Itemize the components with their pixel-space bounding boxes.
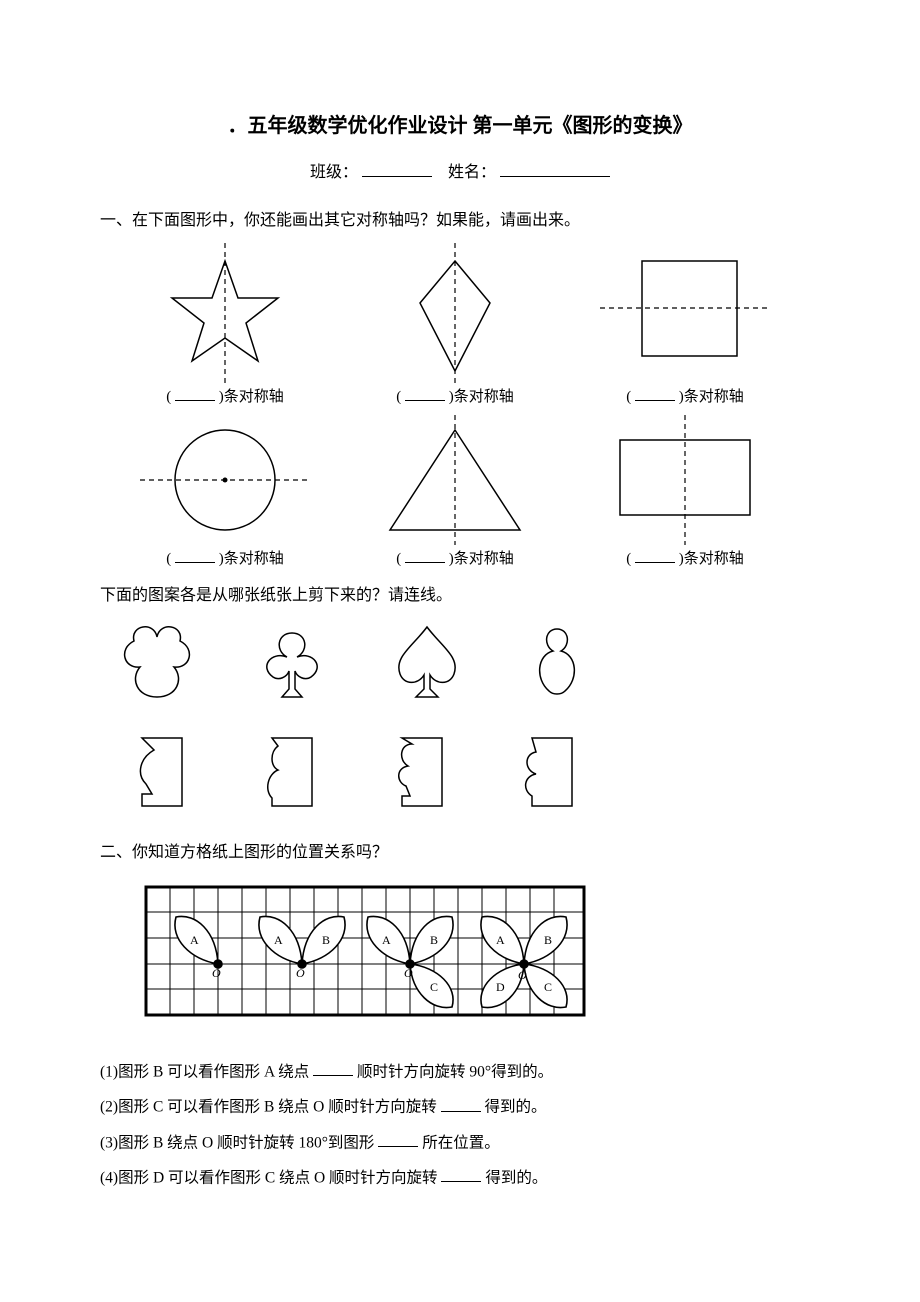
q4-blank[interactable] [441, 1166, 481, 1183]
q4: (4)图形 D 可以看作图形 C 绕点 O 顺时针方向旋转 得到的。 [100, 1166, 820, 1191]
name-label: 姓名： [448, 164, 496, 181]
label-O1: O [212, 966, 221, 980]
gourd-shape [517, 619, 597, 704]
star-caption-close: )条对称轴 [219, 389, 284, 405]
q1: (1)图形 B 可以看作图形 A 绕点 顺时针方向旋转 90°得到的。 [100, 1060, 820, 1085]
q1-b: 顺时针方向旋转 90°得到的。 [357, 1063, 553, 1080]
q3-b: 所在位置。 [422, 1134, 500, 1151]
rect-caption-close: )条对称轴 [679, 551, 744, 567]
triangle-caption-close: )条对称轴 [449, 551, 514, 567]
circle-blank[interactable] [175, 547, 215, 563]
half-clover [520, 732, 590, 812]
triangle-caption-open: ( [396, 551, 401, 567]
square-caption-open: ( [626, 389, 631, 405]
club-shape [247, 619, 337, 704]
label-A4: A [496, 933, 505, 947]
cut-shapes-top [112, 619, 820, 704]
label-A1: A [190, 933, 199, 947]
q4-a: (4)图形 D 可以看作图形 C 绕点 O 顺时针方向旋转 [100, 1169, 438, 1186]
square-caption-close: )条对称轴 [679, 389, 744, 405]
half-spade [130, 732, 200, 812]
grid-figure: A O A B O A B C O [140, 881, 820, 1050]
q2-blank[interactable] [441, 1095, 481, 1112]
label-B2: B [322, 933, 330, 947]
label-D4: D [496, 980, 505, 994]
q3-a: (3)图形 B 绕点 O 顺时针旋转 180°到图形 [100, 1134, 374, 1151]
half-gourd [260, 732, 330, 812]
label-C4: C [544, 980, 552, 994]
header-line: 班级： 姓名： [100, 160, 820, 186]
q2: (2)图形 C 可以看作图形 B 绕点 O 顺时针方向旋转 得到的。 [100, 1095, 820, 1120]
label-O3: O [404, 966, 413, 980]
q2-b: 得到的。 [484, 1099, 546, 1116]
shape-rectangle: ( )条对称轴 [600, 415, 770, 571]
half-club [390, 732, 460, 812]
q1-blank[interactable] [313, 1060, 353, 1077]
label-A3: A [382, 933, 391, 947]
star-caption-open: ( [166, 389, 171, 405]
section1-heading: 一、在下面图形中，你还能画出其它对称轴吗？如果能，请画出来。 [100, 208, 820, 234]
label-B3: B [430, 933, 438, 947]
shape-square: ( )条对称轴 [600, 243, 770, 409]
shape-rhombus: ( )条对称轴 [370, 243, 540, 409]
shape-triangle: ( )条对称轴 [370, 415, 540, 571]
q2-a: (2)图形 C 可以看作图形 B 绕点 O 顺时针方向旋转 [100, 1099, 437, 1116]
rhombus-caption-close: )条对称轴 [449, 389, 514, 405]
label-O4: O [518, 968, 527, 982]
page-title: ．五年级数学优化作业设计 第一单元《图形的变换》 [100, 110, 820, 142]
name-blank[interactable] [500, 160, 610, 177]
connect-heading: 下面的图案各是从哪张纸张上剪下来的？请连线。 [100, 583, 820, 609]
rect-caption-open: ( [626, 551, 631, 567]
shape-circle: ( )条对称轴 [140, 415, 310, 571]
shapes-row-2: ( )条对称轴 ( )条对称轴 ( [140, 415, 820, 571]
label-C3: C [430, 980, 438, 994]
square-blank[interactable] [635, 385, 675, 401]
q3-blank[interactable] [378, 1131, 418, 1148]
q4-b: 得到的。 [485, 1169, 547, 1186]
class-blank[interactable] [362, 160, 432, 177]
shapes-row-1: ( )条对称轴 ( )条对称轴 ( [140, 243, 820, 409]
rhombus-blank[interactable] [405, 385, 445, 401]
circle-caption-close: )条对称轴 [219, 551, 284, 567]
q3: (3)图形 B 绕点 O 顺时针旋转 180°到图形 所在位置。 [100, 1131, 820, 1156]
q1-a: (1)图形 B 可以看作图形 A 绕点 [100, 1063, 309, 1080]
triangle-blank[interactable] [405, 547, 445, 563]
rect-blank[interactable] [635, 547, 675, 563]
spade-shape [382, 619, 472, 704]
circle-caption-open: ( [166, 551, 171, 567]
label-O2: O [296, 966, 305, 980]
shape-star: ( )条对称轴 [140, 243, 310, 409]
label-A2: A [274, 933, 283, 947]
section2-heading: 二、你知道方格纸上图形的位置关系吗？ [100, 840, 820, 866]
class-label: 班级： [310, 164, 358, 181]
star-blank[interactable] [175, 385, 215, 401]
rhombus-caption-open: ( [396, 389, 401, 405]
clover-shape [112, 619, 202, 704]
cut-shapes-bottom [130, 732, 820, 812]
label-B4: B [544, 933, 552, 947]
